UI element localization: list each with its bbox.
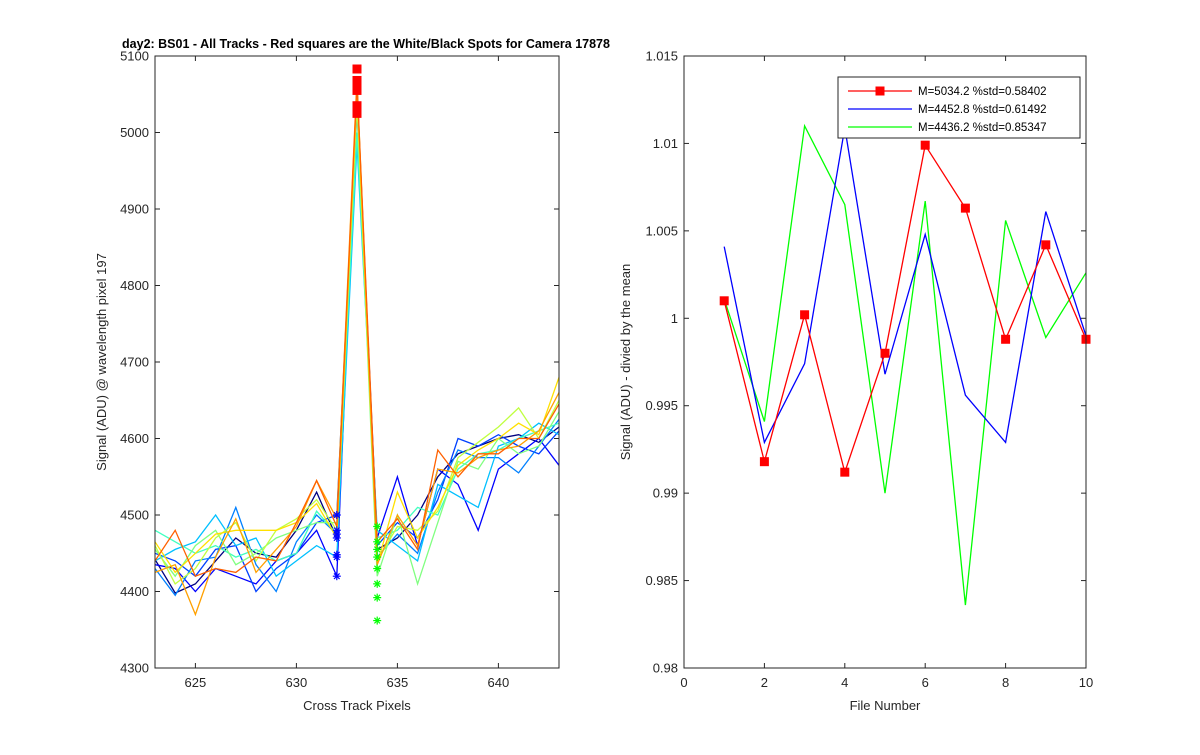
right-y-tick-label: 0.995 [645, 398, 678, 413]
left-y-tick-label: 4300 [120, 661, 149, 676]
right-series-group [719, 123, 1091, 606]
left-marker-asterisk [373, 616, 382, 625]
right-series-marker-0 [960, 203, 970, 213]
left-marker-square [352, 101, 362, 111]
left-y-tick-label: 4600 [120, 431, 149, 446]
right-series-line-0 [723, 143, 1087, 475]
right-y-tick-label: 1.015 [645, 49, 678, 64]
left-x-axis-label: Cross Track Pixels [303, 698, 411, 713]
right-x-tick-label: 6 [922, 675, 929, 690]
left-chart-title: day2: BS01 - All Tracks - Red squares ar… [122, 37, 610, 51]
right-series-marker-0 [759, 457, 769, 467]
left-marker-asterisk [373, 545, 382, 554]
right-chart: 0 2 4 6 8 10 0.98 0.985 0.99 0.995 1 1.005 1.01 1.01… [618, 49, 1093, 714]
left-x-tick-label: 635 [387, 675, 409, 690]
right-y-tick-label: 0.98 [653, 661, 678, 676]
left-x-tick-label: 630 [286, 675, 308, 690]
right-y-tick-label: 1.01 [653, 136, 678, 151]
left-y-tick-label: 4400 [120, 584, 149, 599]
right-series-marker-0 [719, 296, 729, 306]
right-series-line-2 [723, 123, 1087, 606]
legend-marker-swatch [875, 86, 885, 96]
left-y-axis-label: Signal (ADU) @ wavelength pixel 197 [94, 253, 109, 471]
right-y-ticks: 0.98 0.985 0.99 0.995 1 1.005 1.01 1.015 [645, 49, 1086, 676]
left-x-ticks: 625 630 635 640 [185, 56, 510, 690]
left-marker-asterisk [332, 526, 341, 535]
right-series-marker-0 [800, 310, 810, 320]
right-y-tick-label: 1 [671, 311, 678, 326]
right-series-line-1 [723, 127, 1087, 445]
left-marker-square [352, 108, 362, 118]
left-marker-asterisk [373, 593, 382, 602]
right-plot-area [683, 55, 1091, 669]
legend-label: M=5034.2 %std=0.58402 [918, 86, 1047, 98]
left-marker-asterisk [373, 553, 382, 562]
left-chart: day2: BS01 - All Tracks - Red squares ar… [94, 37, 610, 713]
left-y-ticks: 4300 4400 4500 4600 4700 4800 4900 5000 5100 [120, 49, 559, 676]
left-x-tick-label: 625 [185, 675, 207, 690]
left-marker-asterisk [332, 511, 341, 519]
legend-items: M=5034.2 %std=0.58402 M=4452.8 %std=0.614… [848, 86, 1047, 134]
left-y-tick-label: 4800 [120, 278, 149, 293]
left-y-tick-label: 4900 [120, 202, 149, 217]
right-series-marker-0 [880, 348, 890, 358]
right-series-marker-0 [1041, 240, 1051, 250]
legend-item-0: M=5034.2 %std=0.58402 [848, 86, 1047, 98]
legend-item-1: M=4452.8 %std=0.61492 [848, 104, 1047, 116]
left-marker-asterisk [332, 550, 341, 559]
right-y-tick-label: 1.005 [645, 223, 678, 238]
left-series-line-5 [154, 132, 560, 562]
right-x-tick-label: 10 [1079, 675, 1093, 690]
left-plot-area [154, 55, 560, 669]
left-plot-background [155, 56, 559, 668]
right-x-tick-label: 0 [680, 675, 687, 690]
left-marker-asterisk [373, 537, 382, 546]
right-y-axis-label: Signal (ADU) - divied by the mean [618, 264, 633, 461]
left-marker-square [352, 64, 362, 74]
right-x-tick-label: 4 [841, 675, 848, 690]
left-marker-asterisk [373, 564, 382, 573]
right-axes-box [683, 55, 1087, 669]
left-marker-asterisk [373, 522, 382, 531]
right-series-marker-0 [1001, 334, 1011, 344]
left-x-tick-label: 640 [488, 675, 510, 690]
left-marker-square [352, 75, 362, 85]
left-y-tick-label: 5100 [120, 49, 149, 64]
legend-item-2: M=4436.2 %std=0.85347 [848, 122, 1047, 134]
legend: M=5034.2 %std=0.58402 M=4452.8 %std=0.614… [837, 76, 1081, 139]
left-y-tick-label: 4700 [120, 355, 149, 370]
left-y-tick-label: 5000 [120, 125, 149, 140]
right-x-ticks: 0 2 4 6 8 10 [680, 56, 1093, 690]
left-y-tick-label: 4500 [120, 508, 149, 523]
right-x-axis-label: File Number [850, 698, 921, 713]
right-x-tick-label: 2 [761, 675, 768, 690]
right-series-marker-0 [840, 467, 850, 477]
legend-label: M=4452.8 %std=0.61492 [918, 104, 1047, 116]
left-marker-asterisk [332, 572, 341, 581]
right-x-tick-label: 8 [1002, 675, 1009, 690]
right-y-tick-label: 0.99 [653, 486, 678, 501]
right-series-marker-0 [920, 140, 930, 150]
left-marker-group [332, 64, 382, 625]
right-y-tick-label: 0.985 [645, 573, 678, 588]
legend-label: M=4436.2 %std=0.85347 [918, 122, 1047, 134]
left-marker-asterisk [373, 579, 382, 588]
